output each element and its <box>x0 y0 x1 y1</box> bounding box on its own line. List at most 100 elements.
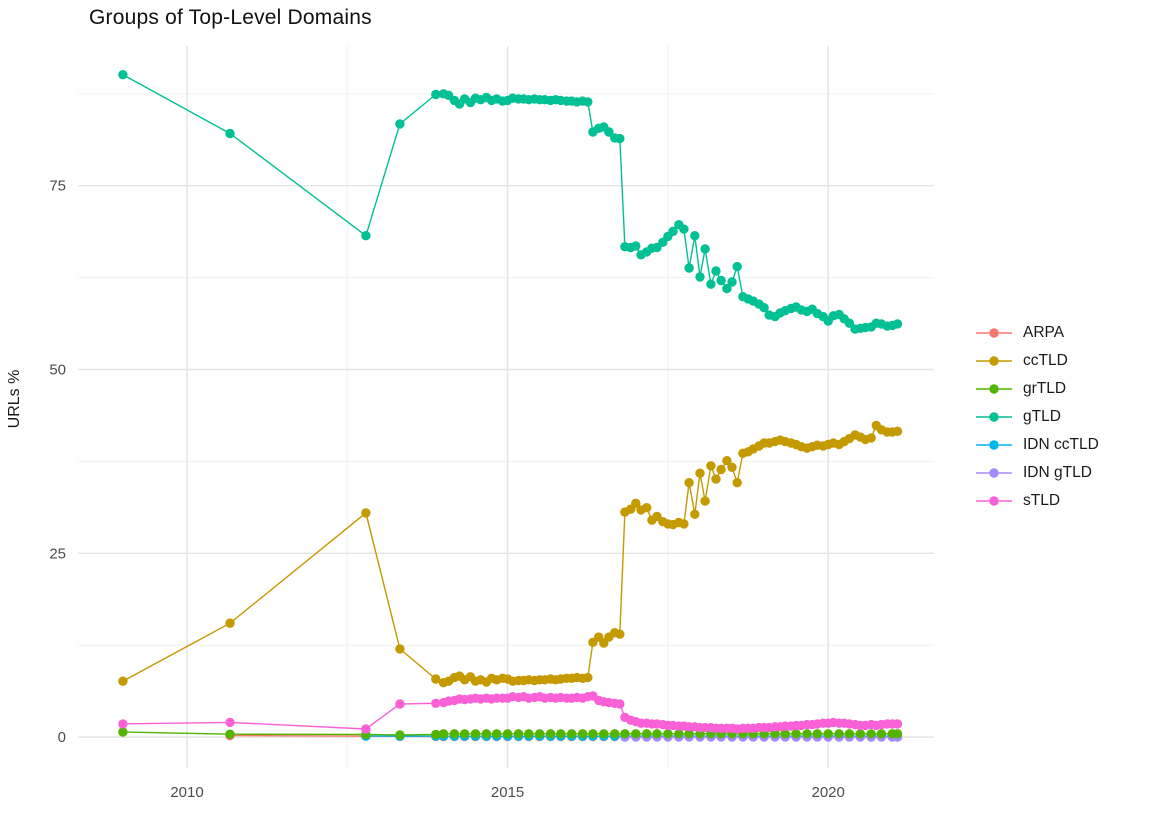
data-point-grtld <box>556 729 566 739</box>
chart-title: Groups of Top-Level Domains <box>89 6 372 29</box>
data-point-grtld <box>431 729 441 740</box>
data-point-cctld <box>690 509 700 519</box>
data-point-grtld <box>225 729 235 739</box>
data-point-cctld <box>711 474 721 484</box>
legend-label: ARPA <box>1023 324 1065 341</box>
data-point-cctld <box>727 462 737 472</box>
data-point-grtld <box>663 729 673 739</box>
y-tick-label: 25 <box>49 545 66 562</box>
legend-item-idn-cctld: IDN ccTLD <box>976 431 1099 459</box>
data-point-gtld <box>225 128 235 139</box>
y-axis-title: URLs % <box>6 369 23 429</box>
legend-item-stld: sTLD <box>976 487 1099 515</box>
data-point-cctld <box>679 519 689 529</box>
legend-key-dot <box>989 356 999 366</box>
data-point-grtld <box>470 729 481 739</box>
legend-label: grTLD <box>1023 380 1067 397</box>
data-point-grtld <box>449 729 460 739</box>
data-point-stld <box>395 699 405 709</box>
data-point-cctld <box>892 426 903 436</box>
legend-item-cctld: ccTLD <box>976 347 1099 375</box>
data-point-cctld <box>631 498 641 508</box>
data-point-stld <box>431 698 441 708</box>
data-point-gtld <box>118 70 128 80</box>
data-point-grtld <box>588 729 598 739</box>
data-point-gtld <box>631 241 641 251</box>
data-point-stld <box>892 719 903 729</box>
data-point-gtld <box>844 318 855 328</box>
data-point-gtld <box>684 263 694 273</box>
legend-key-dot <box>989 496 999 506</box>
legend-label: IDN ccTLD <box>1023 436 1099 453</box>
data-point-grtld <box>823 729 833 739</box>
legend-label: sTLD <box>1023 492 1061 509</box>
legend-label: ccTLD <box>1023 352 1068 369</box>
data-point-gtld <box>679 224 689 234</box>
legend-key-dot <box>989 412 999 422</box>
legend-key-icon <box>976 496 1012 506</box>
data-point-gtld <box>583 97 593 107</box>
data-point-cctld <box>700 496 710 506</box>
series-line-cctld <box>122 424 898 684</box>
data-point-cctld <box>642 503 652 513</box>
data-point-grtld <box>892 729 903 739</box>
data-point-grtld <box>791 729 801 739</box>
y-tick-label: 0 <box>58 729 66 746</box>
data-point-cctld <box>695 468 705 478</box>
data-point-gtld <box>727 277 737 287</box>
data-point-grtld <box>770 729 780 739</box>
data-point-cctld <box>732 478 742 488</box>
x-tick-label: 2020 <box>812 784 845 801</box>
data-point-grtld <box>438 729 449 739</box>
data-point-grtld <box>502 729 513 739</box>
legend-key-icon <box>976 468 1012 478</box>
data-point-grtld <box>876 729 887 739</box>
data-point-grtld <box>631 729 641 739</box>
data-point-stld <box>615 699 625 709</box>
data-point-cctld <box>716 464 726 475</box>
data-point-gtld <box>395 119 405 129</box>
data-point-grtld <box>866 729 876 739</box>
legend-item-idn-gtld: IDN gTLD <box>976 459 1099 487</box>
data-point-gtld <box>716 275 726 286</box>
data-point-grtld <box>652 729 662 739</box>
data-point-gtld <box>695 272 705 282</box>
series-line-gtld <box>122 74 898 330</box>
data-point-grtld <box>513 729 524 739</box>
data-point-grtld <box>492 729 502 739</box>
data-point-grtld <box>642 729 652 739</box>
data-point-gtld <box>690 231 700 241</box>
data-point-gtld <box>604 127 614 137</box>
data-point-gtld <box>892 319 903 329</box>
data-point-gtld <box>668 226 678 236</box>
data-point-stld <box>361 724 371 734</box>
data-point-grtld <box>855 729 865 739</box>
data-point-grtld <box>567 729 577 739</box>
data-point-grtld <box>620 729 630 739</box>
data-point-grtld <box>577 729 588 739</box>
data-point-gtld <box>361 231 371 241</box>
data-point-grtld <box>610 729 620 739</box>
data-point-grtld <box>395 730 405 740</box>
legend-key-icon <box>976 440 1012 450</box>
data-point-grtld <box>780 729 790 739</box>
data-point-grtld <box>459 729 470 739</box>
data-point-cctld <box>615 629 625 639</box>
data-point-gtld <box>706 279 716 289</box>
legend-item-gtld: gTLD <box>976 403 1099 431</box>
data-point-stld <box>225 717 235 728</box>
legend-label: gTLD <box>1023 408 1061 425</box>
legend: ARPA ccTLD grTLD gTLD IDN ccTLD IDN gTLD sTLD <box>976 319 1099 515</box>
data-point-gtld <box>732 261 742 272</box>
data-point-cctld <box>395 644 405 654</box>
data-point-cctld <box>866 433 876 443</box>
data-point-grtld <box>812 729 822 739</box>
legend-key-dot <box>989 468 999 478</box>
legend-key-icon <box>976 384 1012 394</box>
data-point-grtld <box>481 729 492 739</box>
data-point-cctld <box>583 672 593 683</box>
legend-key-dot <box>989 440 999 450</box>
data-point-gtld <box>722 283 732 294</box>
